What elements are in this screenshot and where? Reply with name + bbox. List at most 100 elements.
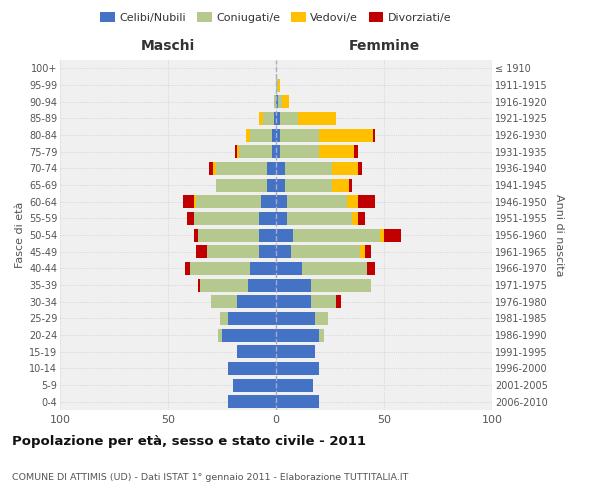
Bar	[276, 328, 319, 342]
Bar	[284, 178, 332, 192]
Bar	[194, 195, 196, 208]
Bar	[373, 128, 376, 141]
Bar	[259, 112, 263, 125]
Text: COMUNE DI ATTIMIS (UD) - Dati ISTAT 1° gennaio 2011 - Elaborazione TUTTITALIA.IT: COMUNE DI ATTIMIS (UD) - Dati ISTAT 1° g…	[12, 473, 409, 482]
Bar	[233, 378, 276, 392]
Bar	[246, 128, 250, 141]
Bar	[280, 145, 319, 158]
Bar	[280, 128, 319, 141]
Bar	[190, 262, 250, 275]
Y-axis label: Fasce di età: Fasce di età	[14, 202, 25, 268]
Bar	[237, 145, 239, 158]
Bar	[198, 278, 200, 291]
Bar	[319, 328, 323, 342]
Bar	[259, 228, 276, 241]
Bar	[222, 328, 276, 342]
Bar	[311, 278, 371, 291]
Bar	[358, 162, 362, 175]
Bar	[276, 212, 287, 225]
Bar	[384, 228, 401, 241]
Bar	[284, 162, 332, 175]
Bar	[215, 162, 268, 175]
Bar	[319, 128, 373, 141]
Bar	[261, 195, 276, 208]
Bar	[218, 328, 222, 342]
Bar	[183, 195, 194, 208]
Bar	[276, 95, 278, 108]
Bar	[259, 212, 276, 225]
Bar	[276, 128, 280, 141]
Bar	[207, 245, 259, 258]
Bar	[276, 195, 287, 208]
Bar	[276, 228, 293, 241]
Bar	[332, 178, 349, 192]
Bar	[229, 362, 276, 375]
Bar	[276, 378, 313, 392]
Bar	[276, 178, 284, 192]
Bar	[194, 228, 198, 241]
Bar	[194, 212, 259, 225]
Bar	[268, 178, 276, 192]
Bar	[239, 145, 272, 158]
Bar	[248, 278, 276, 291]
Bar	[268, 162, 276, 175]
Bar	[358, 212, 365, 225]
Bar	[200, 278, 248, 291]
Bar	[237, 345, 276, 358]
Bar	[278, 95, 283, 108]
Bar	[293, 228, 380, 241]
Bar	[276, 78, 278, 92]
Bar	[274, 112, 276, 125]
Bar	[360, 245, 365, 258]
Bar	[215, 178, 268, 192]
Bar	[332, 162, 358, 175]
Bar	[274, 95, 276, 108]
Bar	[220, 312, 229, 325]
Legend: Celibi/Nubili, Coniugati/e, Vedovi/e, Divorziati/e: Celibi/Nubili, Coniugati/e, Vedovi/e, Di…	[96, 8, 456, 28]
Bar	[250, 262, 276, 275]
Y-axis label: Anni di nascita: Anni di nascita	[554, 194, 565, 276]
Bar	[229, 312, 276, 325]
Bar	[209, 162, 214, 175]
Text: Femmine: Femmine	[349, 38, 419, 52]
Bar	[380, 228, 384, 241]
Bar	[276, 295, 311, 308]
Bar	[311, 295, 337, 308]
Bar	[276, 312, 315, 325]
Bar	[315, 312, 328, 325]
Bar	[287, 212, 352, 225]
Bar	[272, 128, 276, 141]
Bar	[291, 245, 360, 258]
Bar	[276, 245, 291, 258]
Bar	[365, 245, 371, 258]
Bar	[276, 112, 280, 125]
Bar	[349, 178, 352, 192]
Bar	[367, 262, 376, 275]
Bar	[276, 162, 284, 175]
Bar	[352, 212, 358, 225]
Text: Popolazione per età, sesso e stato civile - 2011: Popolazione per età, sesso e stato civil…	[12, 435, 366, 448]
Bar	[298, 112, 337, 125]
Bar	[276, 145, 280, 158]
Bar	[276, 262, 302, 275]
Bar	[235, 145, 237, 158]
Bar	[276, 278, 311, 291]
Bar	[354, 145, 358, 158]
Bar	[276, 395, 319, 408]
Bar	[229, 395, 276, 408]
Bar	[259, 245, 276, 258]
Bar	[196, 195, 261, 208]
Bar	[196, 245, 207, 258]
Bar	[187, 212, 194, 225]
Bar	[276, 345, 315, 358]
Bar	[319, 145, 354, 158]
Bar	[250, 128, 272, 141]
Bar	[280, 112, 298, 125]
Bar	[237, 295, 276, 308]
Text: Maschi: Maschi	[141, 38, 195, 52]
Bar	[287, 195, 347, 208]
Bar	[198, 228, 259, 241]
Bar	[347, 195, 358, 208]
Bar	[214, 162, 215, 175]
Bar	[283, 95, 289, 108]
